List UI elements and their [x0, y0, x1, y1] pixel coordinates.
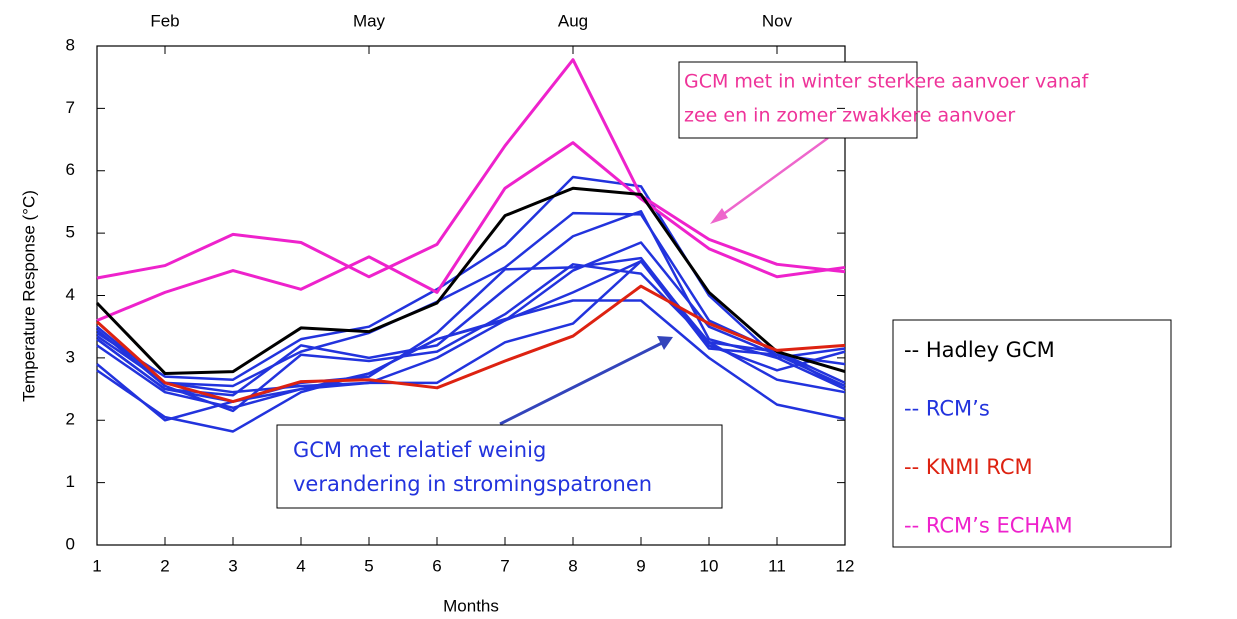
x-tick-label: 10: [700, 556, 719, 575]
arrowhead: [710, 208, 728, 224]
annotation-text: verandering in stromingspatronen: [293, 472, 652, 496]
lines: [95, 58, 846, 433]
series-line: [96, 211, 846, 388]
x-tick-label: 12: [836, 556, 855, 575]
y-tick-label: 8: [66, 35, 75, 54]
annotation-box: [678, 61, 918, 139]
x-tick-label: 9: [636, 556, 645, 575]
y-tick-label: 0: [66, 534, 75, 553]
legend-entry: -- Hadley GCM: [904, 338, 1055, 362]
x-tick-label: 5: [364, 556, 373, 575]
arrowhead: [657, 336, 673, 350]
series-line: [95, 186, 846, 375]
legend-entry: -- KNMI RCM: [904, 455, 1033, 479]
arrow: [499, 340, 665, 426]
y-tick-label: 6: [66, 160, 75, 179]
annotation-text: GCM met in winter sterkere aanvoer vanaf: [684, 71, 1090, 93]
series-line: [96, 263, 846, 413]
annotation-box: [276, 424, 723, 509]
x-tick-label: 6: [432, 556, 441, 575]
annotation-text: zee en in zomer zwakkere aanvoer: [684, 105, 1015, 127]
y-tick-label: 3: [66, 347, 75, 366]
arrow: [717, 136, 829, 220]
top-tick-label: Aug: [558, 11, 588, 30]
legend-box: [892, 319, 1172, 548]
x-tick-label: 4: [296, 556, 305, 575]
top-tick-label: Feb: [150, 11, 179, 30]
annotation-text: GCM met relatief weinig: [293, 438, 546, 462]
x-tick-label: 2: [160, 556, 169, 575]
series-line: [96, 58, 846, 280]
y-tick-label: 1: [66, 472, 75, 491]
series-line: [96, 259, 846, 394]
y-tick-label: 2: [66, 410, 75, 429]
y-tick-label: 5: [66, 223, 75, 242]
x-tick-label: 8: [568, 556, 577, 575]
y-tick-label: 7: [66, 98, 75, 117]
series-line: [96, 141, 846, 322]
legend-entry: -- RCM’s: [904, 397, 990, 421]
x-tick-label: 11: [768, 556, 786, 575]
x-axis-label: Months: [443, 596, 499, 615]
series-line: [96, 299, 846, 433]
x-tick-label: 1: [92, 556, 101, 575]
x-tick-label: 3: [228, 556, 237, 575]
y-axis-label: Temperature Response (°C): [19, 190, 38, 402]
series-line: [96, 210, 846, 397]
y-tick-label: 4: [66, 285, 75, 304]
series-line: [96, 175, 846, 391]
series-line: [95, 284, 846, 404]
x-tick-label: 7: [500, 556, 509, 575]
top-tick-label: Nov: [762, 11, 793, 30]
top-tick-label: May: [353, 11, 386, 30]
legend-entry: -- RCM’s ECHAM: [904, 514, 1073, 538]
